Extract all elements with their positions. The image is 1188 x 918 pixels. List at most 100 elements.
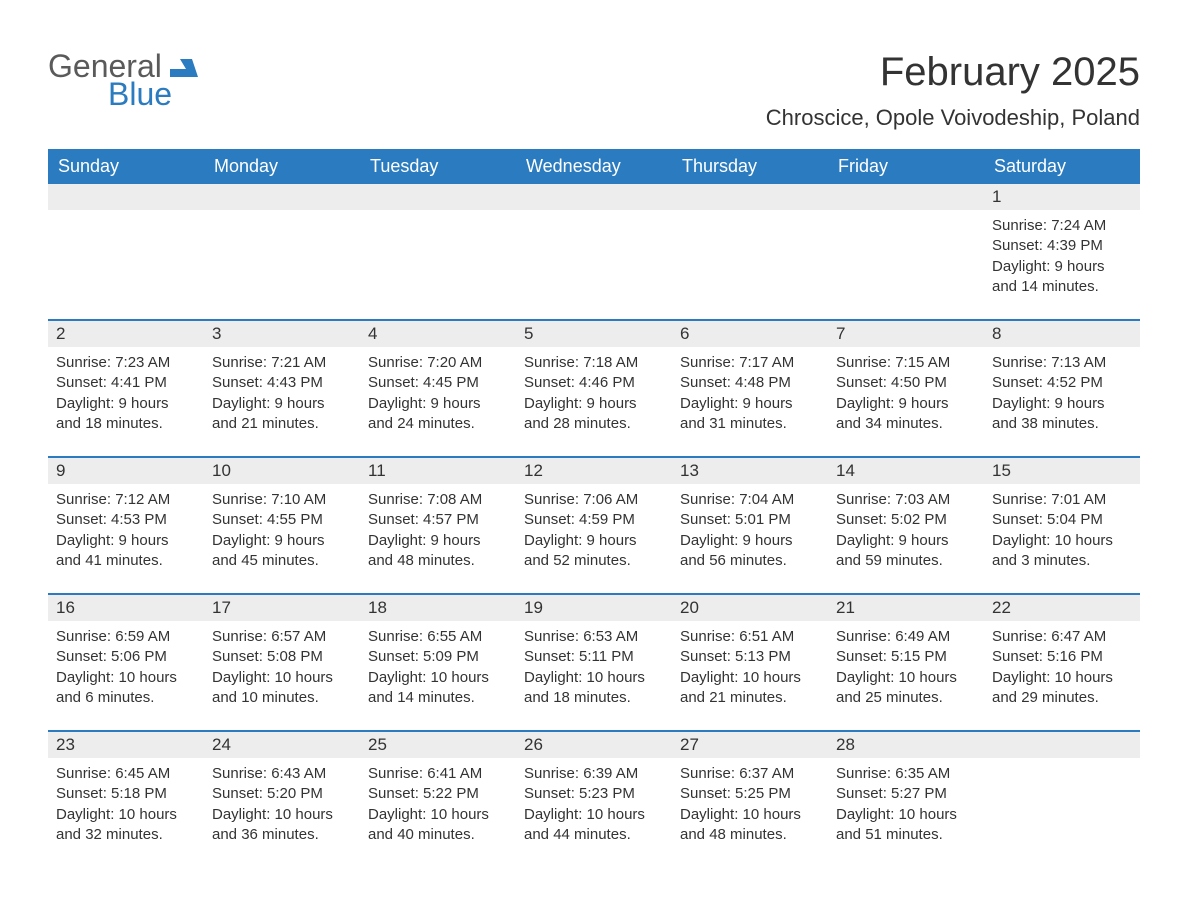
sunset-text: Sunset: 4:48 PM (680, 373, 820, 393)
daylight-text: Daylight: 10 hours and 3 minutes. (992, 531, 1132, 572)
sunset-text: Sunset: 5:09 PM (368, 647, 508, 667)
day-number (984, 732, 1140, 758)
day-cell: 28Sunrise: 6:35 AMSunset: 5:27 PMDayligh… (828, 732, 984, 849)
day-cell (204, 184, 360, 301)
sunrise-text: Sunrise: 7:18 AM (524, 353, 664, 373)
day-number: 15 (984, 458, 1140, 484)
sunrise-text: Sunrise: 6:45 AM (56, 764, 196, 784)
day-number: 13 (672, 458, 828, 484)
day-cell: 7Sunrise: 7:15 AMSunset: 4:50 PMDaylight… (828, 321, 984, 438)
weekday-friday: Friday (828, 149, 984, 184)
daylight-text: Daylight: 9 hours and 41 minutes. (56, 531, 196, 572)
day-details: Sunrise: 7:13 AMSunset: 4:52 PMDaylight:… (984, 347, 1140, 438)
month-title: February 2025 (766, 50, 1140, 95)
weekday-wednesday: Wednesday (516, 149, 672, 184)
day-details: Sunrise: 6:57 AMSunset: 5:08 PMDaylight:… (204, 621, 360, 712)
day-number: 17 (204, 595, 360, 621)
sunset-text: Sunset: 5:27 PM (836, 784, 976, 804)
day-cell: 6Sunrise: 7:17 AMSunset: 4:48 PMDaylight… (672, 321, 828, 438)
logo-flag-icon (170, 64, 198, 81)
sunset-text: Sunset: 4:41 PM (56, 373, 196, 393)
daylight-text: Daylight: 9 hours and 28 minutes. (524, 394, 664, 435)
daylight-text: Daylight: 9 hours and 48 minutes. (368, 531, 508, 572)
sunrise-text: Sunrise: 6:43 AM (212, 764, 352, 784)
header: General Blue February 2025 Chroscice, Op… (48, 50, 1140, 131)
day-cell: 10Sunrise: 7:10 AMSunset: 4:55 PMDayligh… (204, 458, 360, 575)
day-details: Sunrise: 6:55 AMSunset: 5:09 PMDaylight:… (360, 621, 516, 712)
day-details: Sunrise: 6:37 AMSunset: 5:25 PMDaylight:… (672, 758, 828, 849)
day-details: Sunrise: 7:06 AMSunset: 4:59 PMDaylight:… (516, 484, 672, 575)
day-cell: 12Sunrise: 7:06 AMSunset: 4:59 PMDayligh… (516, 458, 672, 575)
day-number: 9 (48, 458, 204, 484)
sunrise-text: Sunrise: 6:55 AM (368, 627, 508, 647)
sunset-text: Sunset: 5:02 PM (836, 510, 976, 530)
sunrise-text: Sunrise: 7:12 AM (56, 490, 196, 510)
sunrise-text: Sunrise: 6:51 AM (680, 627, 820, 647)
day-details: Sunrise: 6:41 AMSunset: 5:22 PMDaylight:… (360, 758, 516, 849)
day-number (672, 184, 828, 210)
sunset-text: Sunset: 5:18 PM (56, 784, 196, 804)
day-number (48, 184, 204, 210)
weeks-container: 1Sunrise: 7:24 AMSunset: 4:39 PMDaylight… (48, 184, 1140, 849)
day-cell (516, 184, 672, 301)
day-cell: 27Sunrise: 6:37 AMSunset: 5:25 PMDayligh… (672, 732, 828, 849)
day-number: 20 (672, 595, 828, 621)
week-row: 23Sunrise: 6:45 AMSunset: 5:18 PMDayligh… (48, 730, 1140, 849)
sunset-text: Sunset: 4:39 PM (992, 236, 1132, 256)
day-details: Sunrise: 6:45 AMSunset: 5:18 PMDaylight:… (48, 758, 204, 849)
day-cell: 22Sunrise: 6:47 AMSunset: 5:16 PMDayligh… (984, 595, 1140, 712)
daylight-text: Daylight: 9 hours and 59 minutes. (836, 531, 976, 572)
daylight-text: Daylight: 9 hours and 38 minutes. (992, 394, 1132, 435)
sunrise-text: Sunrise: 7:15 AM (836, 353, 976, 373)
day-details: Sunrise: 7:08 AMSunset: 4:57 PMDaylight:… (360, 484, 516, 575)
day-details: Sunrise: 7:18 AMSunset: 4:46 PMDaylight:… (516, 347, 672, 438)
sunset-text: Sunset: 5:25 PM (680, 784, 820, 804)
sunrise-text: Sunrise: 6:35 AM (836, 764, 976, 784)
daylight-text: Daylight: 9 hours and 31 minutes. (680, 394, 820, 435)
day-cell: 2Sunrise: 7:23 AMSunset: 4:41 PMDaylight… (48, 321, 204, 438)
day-details: Sunrise: 7:04 AMSunset: 5:01 PMDaylight:… (672, 484, 828, 575)
day-number: 7 (828, 321, 984, 347)
day-number: 14 (828, 458, 984, 484)
day-number: 26 (516, 732, 672, 758)
logo-blue: Blue (108, 76, 198, 113)
daylight-text: Daylight: 10 hours and 21 minutes. (680, 668, 820, 709)
sunset-text: Sunset: 5:04 PM (992, 510, 1132, 530)
sunset-text: Sunset: 5:08 PM (212, 647, 352, 667)
day-number: 2 (48, 321, 204, 347)
logo: General Blue (48, 50, 198, 113)
day-cell: 26Sunrise: 6:39 AMSunset: 5:23 PMDayligh… (516, 732, 672, 849)
day-details: Sunrise: 7:20 AMSunset: 4:45 PMDaylight:… (360, 347, 516, 438)
sunrise-text: Sunrise: 6:53 AM (524, 627, 664, 647)
daylight-text: Daylight: 10 hours and 40 minutes. (368, 805, 508, 846)
day-details: Sunrise: 7:24 AMSunset: 4:39 PMDaylight:… (984, 210, 1140, 301)
sunrise-text: Sunrise: 6:57 AM (212, 627, 352, 647)
sunrise-text: Sunrise: 6:39 AM (524, 764, 664, 784)
day-cell: 24Sunrise: 6:43 AMSunset: 5:20 PMDayligh… (204, 732, 360, 849)
day-cell: 5Sunrise: 7:18 AMSunset: 4:46 PMDaylight… (516, 321, 672, 438)
day-details: Sunrise: 7:17 AMSunset: 4:48 PMDaylight:… (672, 347, 828, 438)
day-number: 11 (360, 458, 516, 484)
sunrise-text: Sunrise: 6:49 AM (836, 627, 976, 647)
sunrise-text: Sunrise: 7:21 AM (212, 353, 352, 373)
day-cell: 18Sunrise: 6:55 AMSunset: 5:09 PMDayligh… (360, 595, 516, 712)
day-cell: 1Sunrise: 7:24 AMSunset: 4:39 PMDaylight… (984, 184, 1140, 301)
day-details: Sunrise: 6:35 AMSunset: 5:27 PMDaylight:… (828, 758, 984, 849)
daylight-text: Daylight: 9 hours and 45 minutes. (212, 531, 352, 572)
day-cell: 13Sunrise: 7:04 AMSunset: 5:01 PMDayligh… (672, 458, 828, 575)
calendar: Sunday Monday Tuesday Wednesday Thursday… (48, 149, 1140, 849)
weekday-sunday: Sunday (48, 149, 204, 184)
day-cell: 23Sunrise: 6:45 AMSunset: 5:18 PMDayligh… (48, 732, 204, 849)
day-number: 8 (984, 321, 1140, 347)
day-number: 25 (360, 732, 516, 758)
day-cell: 8Sunrise: 7:13 AMSunset: 4:52 PMDaylight… (984, 321, 1140, 438)
sunset-text: Sunset: 4:46 PM (524, 373, 664, 393)
daylight-text: Daylight: 9 hours and 34 minutes. (836, 394, 976, 435)
week-row: 2Sunrise: 7:23 AMSunset: 4:41 PMDaylight… (48, 319, 1140, 438)
day-number: 6 (672, 321, 828, 347)
sunrise-text: Sunrise: 6:37 AM (680, 764, 820, 784)
sunrise-text: Sunrise: 7:10 AM (212, 490, 352, 510)
day-number (204, 184, 360, 210)
sunset-text: Sunset: 5:13 PM (680, 647, 820, 667)
sunset-text: Sunset: 4:52 PM (992, 373, 1132, 393)
